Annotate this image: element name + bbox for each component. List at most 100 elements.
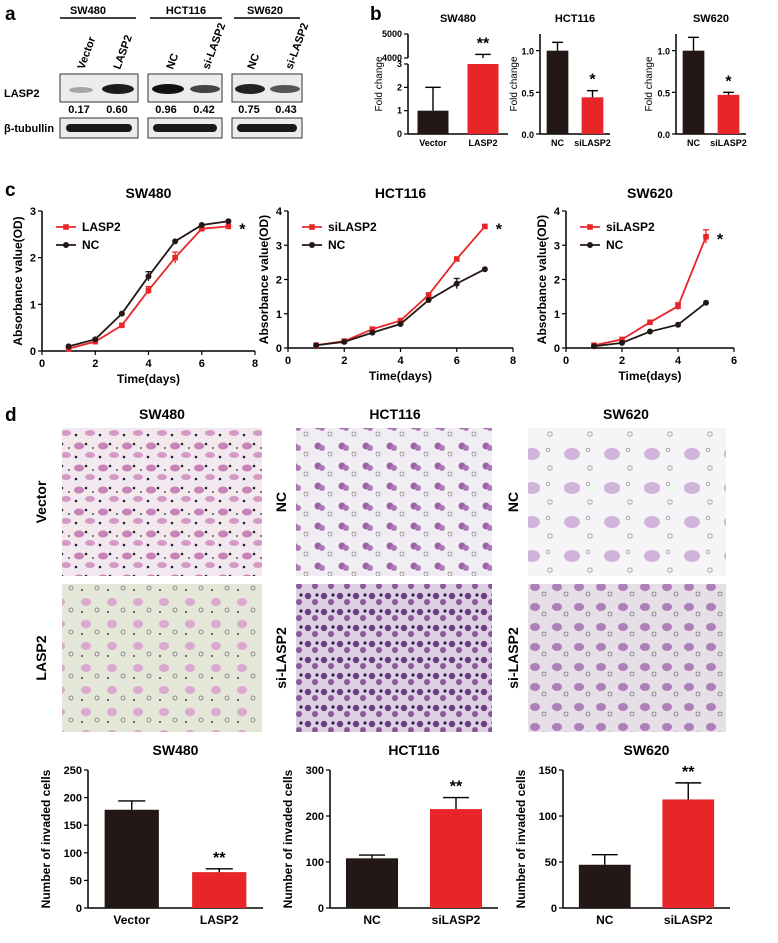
data-point — [145, 287, 152, 294]
y-axis-label: Absorbance value(OD) — [257, 215, 271, 344]
data-point — [453, 280, 460, 287]
data-point — [225, 218, 232, 225]
y-tick-label: 0 — [318, 903, 324, 915]
blot-group-title: SW620 — [247, 5, 283, 17]
data-point — [703, 233, 709, 240]
chart-c-hct116: HCT116 Absorbance value(OD) Time(days) 0 1 2 3… — [257, 185, 516, 383]
y-axis-label: Number of invaded cells — [514, 769, 528, 908]
western-blot: SW480 HCT116 SW620 Vector LASP2 NC si-LA… — [4, 5, 311, 139]
panel-label-b: b — [370, 4, 382, 25]
y-tick-label: 3 — [397, 59, 402, 69]
blot-band — [235, 84, 265, 94]
significance-marker: * — [589, 72, 596, 89]
legend-marker — [309, 242, 315, 248]
significance-marker: ** — [213, 850, 226, 867]
chart-title: HCT116 — [555, 13, 595, 25]
micrograph-column-title: SW620 — [603, 406, 649, 422]
chart-c-sw480: SW480 Absorbance value(OD) Time(days) 0 1 2 3 0… — [11, 185, 258, 386]
legend-marker — [587, 242, 593, 248]
micrograph-hct116-nc — [296, 428, 492, 576]
y-tick-label: 3 — [554, 240, 560, 252]
bar — [546, 50, 569, 134]
y-axis-label: Absorbance value(OD) — [535, 215, 549, 344]
y-tick-label: 0 — [30, 346, 36, 358]
micrograph-row-label: NC — [273, 492, 289, 512]
y-tick-label: 0 — [397, 129, 402, 139]
chart-title: SW620 — [693, 13, 729, 25]
legend-label: LASP2 — [82, 220, 121, 234]
y-tick-label: 4000 — [382, 53, 402, 63]
legend-label: NC — [606, 238, 624, 252]
legend-label: siLASP2 — [606, 220, 655, 234]
micrograph-row-label: LASP2 — [33, 635, 49, 680]
micrograph-sw620-silasp2 — [528, 584, 726, 732]
x-tick-label: 0 — [563, 355, 569, 367]
data-point — [647, 328, 653, 335]
y-tick-label: 0.5 — [657, 88, 670, 98]
data-point — [65, 343, 72, 350]
y-tick-label: 3 — [276, 240, 282, 252]
blot-row-label: β-tubullin — [4, 123, 54, 135]
panel-label-c: c — [5, 180, 16, 201]
micrograph-column-title: HCT116 — [369, 406, 421, 422]
legend-label: NC — [82, 238, 100, 252]
y-tick-label: 1.0 — [521, 47, 534, 57]
y-axis-label: Fold change — [644, 56, 655, 111]
bar — [345, 858, 399, 908]
blot-band — [66, 124, 132, 132]
data-point — [225, 223, 232, 230]
band-value: 0.75 — [238, 104, 259, 116]
legend-marker — [63, 224, 69, 230]
data-point — [369, 326, 376, 332]
blot-band — [270, 85, 300, 93]
y-tick-label: 4 — [276, 206, 283, 218]
x-category-label: Vector — [419, 138, 447, 148]
data-point — [675, 303, 681, 310]
blot-band — [69, 87, 93, 93]
x-tick-label: 4 — [145, 358, 152, 370]
x-tick-label: 8 — [252, 358, 258, 370]
lane-label: LASP2 — [112, 34, 135, 71]
y-tick-label: 100 — [306, 857, 324, 869]
blot-row-label: LASP2 — [4, 88, 39, 100]
x-axis-label: Time(days) — [618, 369, 681, 383]
y-tick-label: 50 — [545, 857, 557, 869]
data-point — [369, 329, 376, 336]
panel-label-a: a — [5, 4, 16, 25]
data-point — [425, 297, 432, 304]
band-value: 0.43 — [275, 104, 296, 116]
bar — [429, 809, 483, 908]
lane-label: NC — [165, 52, 182, 71]
x-tick-label: 2 — [619, 355, 625, 367]
y-tick-label: 1 — [276, 309, 282, 321]
y-tick-label: 0 — [76, 903, 82, 915]
y-tick-label: 200 — [64, 793, 82, 805]
blot-group-title: SW480 — [70, 5, 106, 17]
micrograph-row-label: si-LASP2 — [273, 627, 289, 689]
bar — [467, 64, 499, 134]
data-point — [591, 343, 597, 350]
x-tick-label: 2 — [92, 358, 98, 370]
data-point — [397, 317, 404, 324]
data-point — [481, 266, 488, 273]
micrograph-sw620-nc — [528, 428, 726, 576]
bar — [417, 110, 449, 134]
panel-label-d: d — [5, 405, 17, 426]
data-point — [482, 223, 488, 230]
x-category-label: NC — [687, 138, 700, 148]
legend-marker — [309, 224, 315, 230]
bar — [682, 50, 705, 134]
x-tick-label: 0 — [39, 358, 45, 370]
data-point — [619, 336, 625, 343]
y-tick-label: 1 — [554, 309, 560, 321]
x-tick-label: 0 — [285, 355, 291, 367]
data-point — [172, 238, 179, 245]
micrograph-row-label: NC — [505, 492, 521, 512]
micrograph-sw480-lasp2 — [62, 584, 262, 732]
y-tick-label: 1 — [30, 299, 36, 311]
bar — [717, 94, 740, 134]
legend-marker — [587, 224, 593, 230]
legend-label: siLASP2 — [328, 220, 377, 234]
data-point — [145, 273, 152, 280]
